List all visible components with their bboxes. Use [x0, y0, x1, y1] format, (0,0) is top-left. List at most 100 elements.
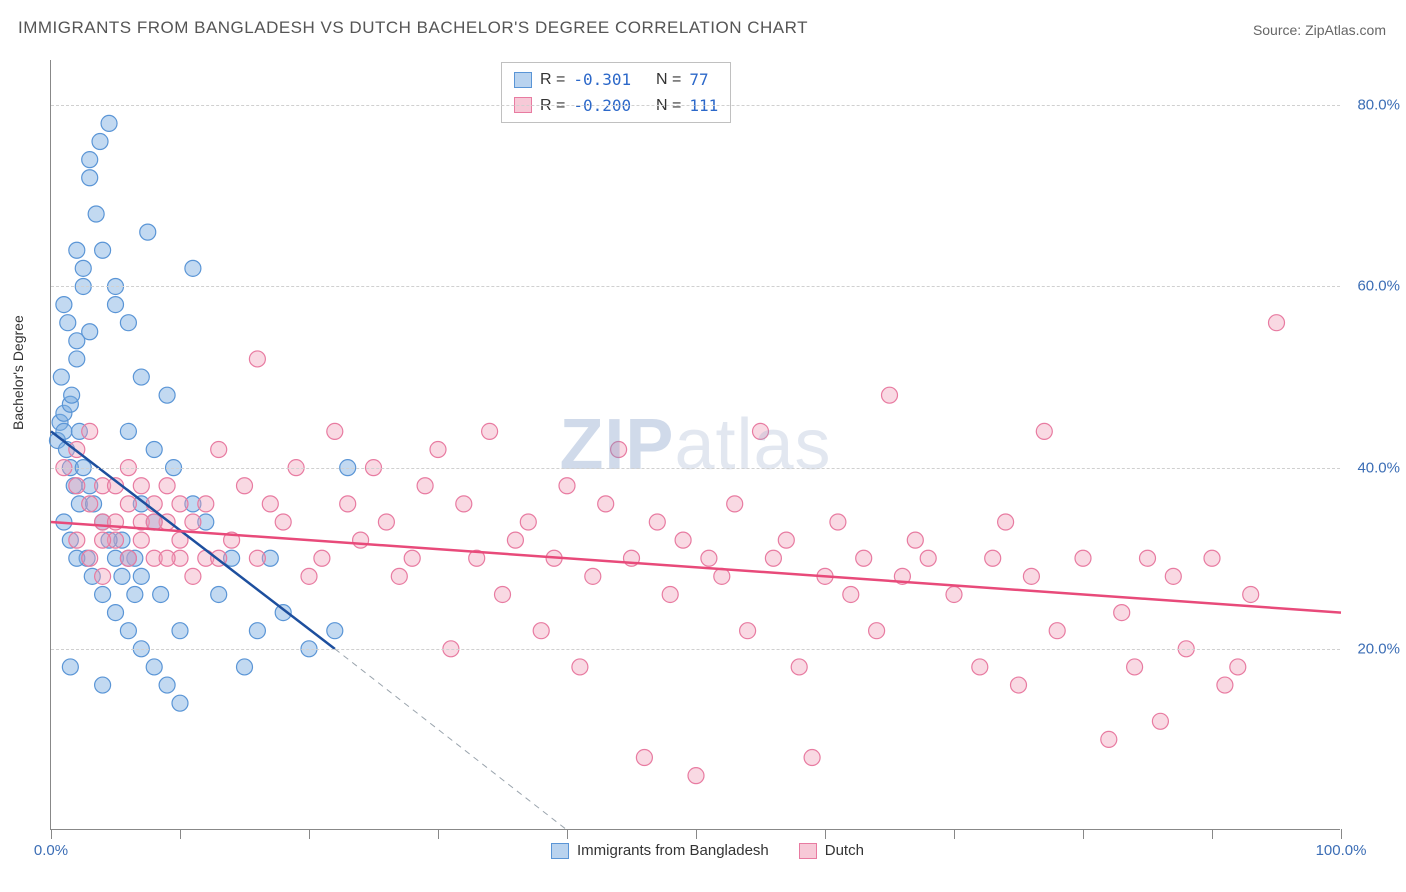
datapoint-dutch: [507, 532, 523, 548]
datapoint-dutch: [714, 568, 730, 584]
datapoint-dutch: [882, 387, 898, 403]
datapoint-dutch: [275, 514, 291, 530]
datapoint-dutch: [249, 550, 265, 566]
y-tick-label: 60.0%: [1357, 278, 1400, 295]
datapoint-dutch: [778, 532, 794, 548]
datapoint-dutch: [185, 568, 201, 584]
datapoint-dutch: [314, 550, 330, 566]
datapoint-dutch: [237, 478, 253, 494]
gridline: [51, 286, 1340, 287]
datapoint-dutch: [133, 532, 149, 548]
datapoint-dutch: [727, 496, 743, 512]
n-value: 77: [689, 67, 708, 93]
datapoint-dutch: [688, 768, 704, 784]
datapoint-dutch: [391, 568, 407, 584]
datapoint-dutch: [133, 478, 149, 494]
source-credit: Source: ZipAtlas.com: [1253, 22, 1386, 38]
swatch-bangladesh: [551, 843, 569, 859]
legend-label: Dutch: [825, 842, 864, 859]
datapoint-dutch: [404, 550, 420, 566]
datapoint-dutch: [1011, 677, 1027, 693]
datapoint-bangladesh: [82, 152, 98, 168]
datapoint-dutch: [1230, 659, 1246, 675]
datapoint-dutch: [1127, 659, 1143, 675]
datapoint-dutch: [920, 550, 936, 566]
datapoint-bangladesh: [127, 586, 143, 602]
datapoint-dutch: [843, 586, 859, 602]
datapoint-bangladesh: [69, 351, 85, 367]
x-tick: [1212, 829, 1213, 839]
datapoint-dutch: [856, 550, 872, 566]
datapoint-dutch: [456, 496, 472, 512]
trendline-ext-bangladesh: [335, 649, 567, 830]
datapoint-dutch: [172, 496, 188, 512]
datapoint-dutch: [95, 568, 111, 584]
datapoint-bangladesh: [56, 297, 72, 313]
legend-item-bangladesh: Immigrants from Bangladesh: [551, 842, 769, 859]
datapoint-dutch: [598, 496, 614, 512]
x-tick: [1341, 829, 1342, 839]
plot-area: ZIPatlas R = -0.301 N = 77 R = -0.200 N …: [50, 60, 1340, 830]
datapoint-dutch: [82, 496, 98, 512]
datapoint-bangladesh: [92, 134, 108, 150]
datapoint-bangladesh: [60, 315, 76, 331]
datapoint-bangladesh: [75, 260, 91, 276]
datapoint-dutch: [907, 532, 923, 548]
datapoint-bangladesh: [140, 224, 156, 240]
datapoint-dutch: [95, 532, 111, 548]
datapoint-dutch: [378, 514, 394, 530]
datapoint-dutch: [69, 532, 85, 548]
datapoint-dutch: [120, 496, 136, 512]
datapoint-bangladesh: [108, 297, 124, 313]
datapoint-dutch: [1165, 568, 1181, 584]
datapoint-dutch: [185, 514, 201, 530]
datapoint-bangladesh: [133, 568, 149, 584]
datapoint-dutch: [1101, 731, 1117, 747]
datapoint-bangladesh: [159, 677, 175, 693]
datapoint-dutch: [1152, 713, 1168, 729]
datapoint-bangladesh: [146, 442, 162, 458]
datapoint-bangladesh: [211, 586, 227, 602]
datapoint-dutch: [120, 550, 136, 566]
x-tick: [696, 829, 697, 839]
datapoint-dutch: [972, 659, 988, 675]
y-tick-label: 20.0%: [1357, 640, 1400, 657]
legend-stats-box: R = -0.301 N = 77 R = -0.200 N = 111: [501, 62, 731, 123]
datapoint-dutch: [301, 568, 317, 584]
x-tick: [51, 829, 52, 839]
datapoint-dutch: [662, 586, 678, 602]
chart-title: IMMIGRANTS FROM BANGLADESH VS DUTCH BACH…: [18, 18, 808, 38]
datapoint-dutch: [430, 442, 446, 458]
datapoint-dutch: [675, 532, 691, 548]
datapoint-dutch: [340, 496, 356, 512]
x-tick: [438, 829, 439, 839]
datapoint-dutch: [791, 659, 807, 675]
datapoint-bangladesh: [101, 115, 117, 131]
datapoint-dutch: [482, 423, 498, 439]
datapoint-dutch: [701, 550, 717, 566]
datapoint-dutch: [520, 514, 536, 530]
datapoint-dutch: [753, 423, 769, 439]
datapoint-bangladesh: [153, 586, 169, 602]
datapoint-bangladesh: [95, 677, 111, 693]
datapoint-dutch: [159, 478, 175, 494]
datapoint-dutch: [830, 514, 846, 530]
datapoint-bangladesh: [114, 568, 130, 584]
datapoint-dutch: [1049, 623, 1065, 639]
datapoint-dutch: [1204, 550, 1220, 566]
datapoint-dutch: [611, 442, 627, 458]
datapoint-bangladesh: [172, 695, 188, 711]
datapoint-bangladesh: [146, 659, 162, 675]
datapoint-dutch: [765, 550, 781, 566]
legend-item-dutch: Dutch: [799, 842, 864, 859]
datapoint-dutch: [262, 496, 278, 512]
datapoint-bangladesh: [108, 605, 124, 621]
datapoint-bangladesh: [159, 387, 175, 403]
r-value: -0.301: [573, 67, 631, 93]
x-tick: [825, 829, 826, 839]
datapoint-dutch: [495, 586, 511, 602]
datapoint-dutch: [1217, 677, 1233, 693]
datapoint-dutch: [1023, 568, 1039, 584]
legend-series: Immigrants from Bangladesh Dutch: [551, 842, 864, 859]
n-label: N =: [656, 67, 681, 93]
